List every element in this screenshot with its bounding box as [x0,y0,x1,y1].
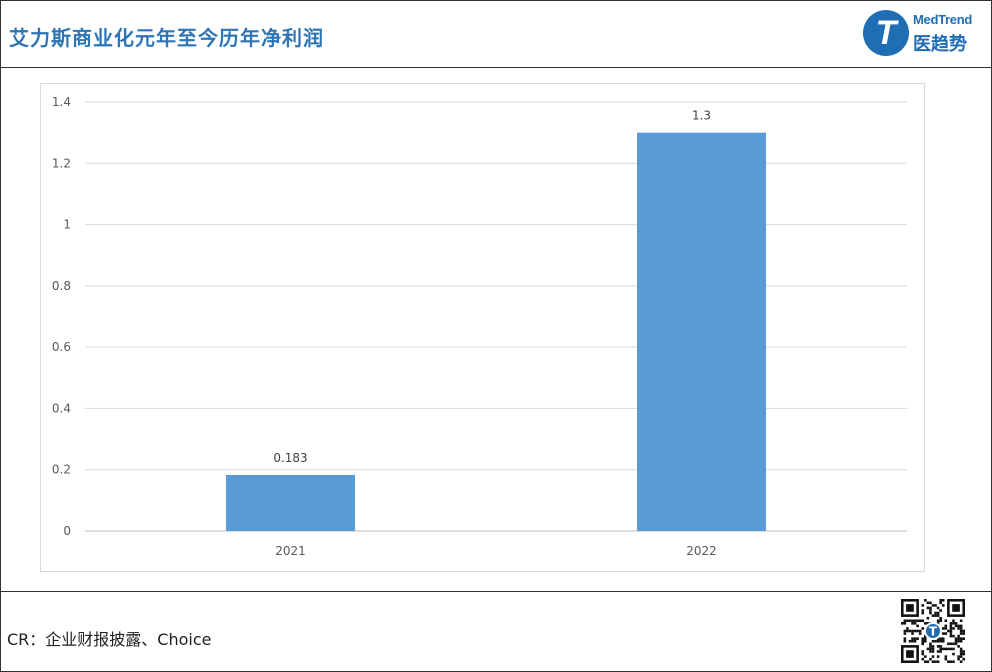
y-tick-label: 0.2 [52,463,71,477]
chart-area: 0 0.2 0.4 0.6 0.8 1 1.2 1.4 0.183 2021 1.3 2022 [40,83,925,572]
y-tick-label: 0 [63,524,71,538]
footer: CR：企业财报披露、Choice T [1,591,991,672]
y-tick-label: 1 [63,218,71,232]
page-title: 艾力斯商业化元年至今历年净利润 [9,26,324,50]
y-tick-label: 0.8 [52,279,71,293]
y-tick-label: 1.2 [52,156,71,170]
y-tick-label: 0.4 [52,401,71,415]
data-label: 1.3 [692,109,711,123]
qr-logo-letter: T [929,625,938,639]
logo-circle-icon [863,10,909,56]
data-label: 0.183 [273,451,307,465]
x-tick-label: 2021 [275,544,306,558]
bar-chart: 0 0.2 0.4 0.6 0.8 1 1.2 1.4 0.183 2021 1.3 2022 [52,95,907,558]
header: 艾力斯商业化元年至今历年净利润 T MedTrend 医趋势 [1,1,991,68]
x-tick-label: 2022 [686,544,717,558]
logo-letter: T [875,14,897,52]
y-tick-label: 0.6 [52,340,71,354]
logo-chinese-name: 医趋势 [913,34,967,55]
y-tick-label: 1.4 [52,95,71,109]
source-note: CR：企业财报披露、Choice [7,630,212,649]
bar [637,132,766,531]
logo-english-name: MedTrend [913,12,972,27]
bar [226,474,355,531]
qr-code-icon: T [901,599,965,663]
medtrend-logo: T MedTrend 医趋势 [863,9,975,57]
